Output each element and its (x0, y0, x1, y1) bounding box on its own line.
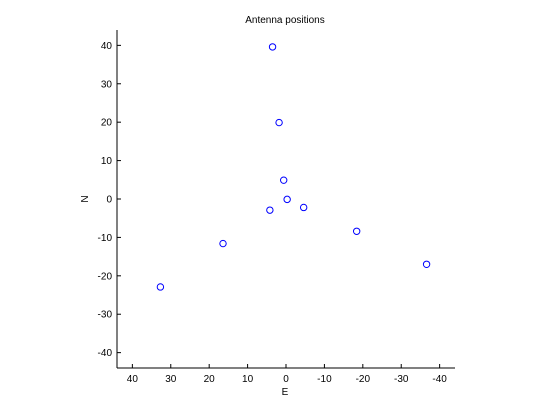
y-tick-label: 30 (101, 79, 113, 90)
x-tick-label: -20 (356, 374, 371, 385)
x-tick-label: -10 (317, 374, 332, 385)
y-tick-label: -20 (98, 271, 113, 282)
x-tick-label: -40 (432, 374, 447, 385)
x-tick-label: 30 (165, 374, 177, 385)
y-tick-label: 20 (101, 118, 113, 129)
antenna-point (268, 43, 277, 51)
antenna-point (283, 195, 291, 204)
antenna-point (275, 118, 283, 127)
y-tick-label: 0 (106, 195, 112, 206)
antenna-point (219, 239, 227, 248)
x-tick-label: 20 (204, 374, 216, 385)
antenna-point (156, 283, 165, 291)
x-tick-label: 40 (127, 374, 139, 385)
plot-area: 40 30 20 10 0 -10 -20 -30 -40 40 30 20 10 0 -10 -20 -30 -… (98, 30, 455, 385)
y-tick-label: 40 (101, 41, 113, 52)
x-tick-label: -30 (394, 374, 409, 385)
chart-title: Antenna positions (245, 15, 325, 26)
antenna-point (266, 206, 274, 214)
antenna-point (422, 260, 431, 268)
y-axis-label: N (80, 195, 91, 202)
antenna-point (279, 176, 288, 184)
antenna-point (352, 227, 361, 235)
x-tick-label: 0 (283, 374, 289, 385)
y-tick-label: -10 (98, 233, 113, 244)
antenna-point (299, 203, 308, 212)
y-tick-label: 10 (101, 156, 113, 167)
y-tick-label: -40 (98, 348, 113, 359)
y-tick-label: -30 (98, 310, 113, 321)
x-tick-label: 10 (242, 374, 254, 385)
x-axis-label: E (282, 387, 289, 398)
